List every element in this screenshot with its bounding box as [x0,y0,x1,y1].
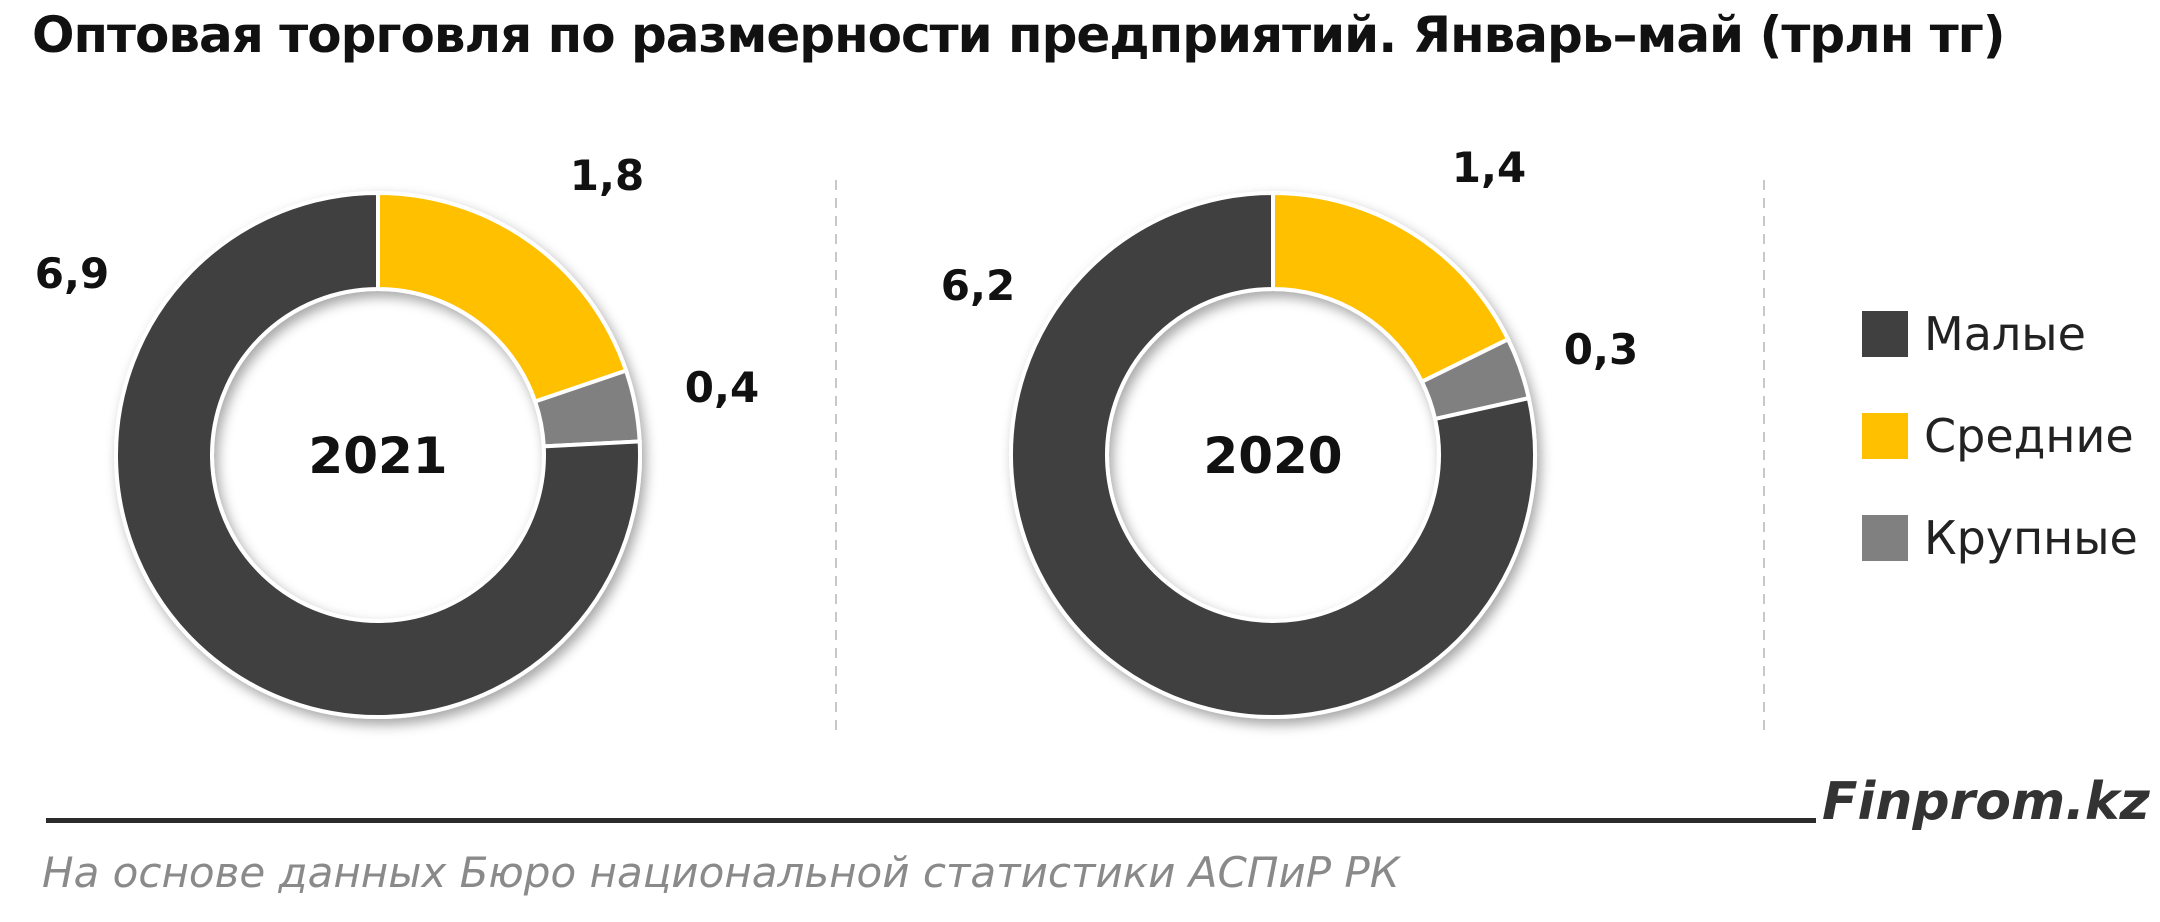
donut-2020 [1009,190,1537,719]
legend-label-small: Малые [1924,307,2086,361]
donut-2021 [114,190,642,719]
donut-2020-labels: 2020 6,2 1,4 0,3 [941,143,1638,485]
donut-2020-slice-small [1009,190,1537,719]
donut-2021-data-label-large: 0,4 [685,363,759,412]
donut-2020-data-label-medium: 1,4 [1452,143,1526,192]
legend-item-small: Малые [1862,305,2152,365]
chart-title: Оптовая торговля по размерности предприя… [32,6,2006,64]
legend-swatch-medium [1862,413,1908,459]
donut-2020-slice-medium [1271,190,1511,385]
donut-2021-labels: 2021 6,9 1,8 0,4 [35,151,759,485]
donut-2021-slice-medium [376,190,629,405]
donut-2021-data-label-small: 6,9 [35,249,109,298]
legend-swatch-large [1862,515,1908,561]
legend-label-medium: Средние [1924,409,2134,463]
donut-2021-slice-small [114,190,642,719]
legend-swatch-small [1862,311,1908,357]
donut-2021-data-label-medium: 1,8 [570,151,644,200]
legend-item-medium: Средние [1862,407,2152,467]
donut-2020-data-label-large: 0,3 [1564,325,1638,374]
donut-2020-data-label-small: 6,2 [941,261,1015,310]
legend-item-large: Крупные [1862,509,2152,569]
source-note: На основе данных Бюро национальной стати… [42,848,1400,897]
footer-rule [46,818,1816,823]
brand-logo-text: Finprom.kz [1822,772,2150,832]
donut-2020-center-label: 2020 [1203,427,1342,485]
legend-label-large: Крупные [1924,511,2138,565]
donut-2021-center-label: 2021 [308,427,447,485]
